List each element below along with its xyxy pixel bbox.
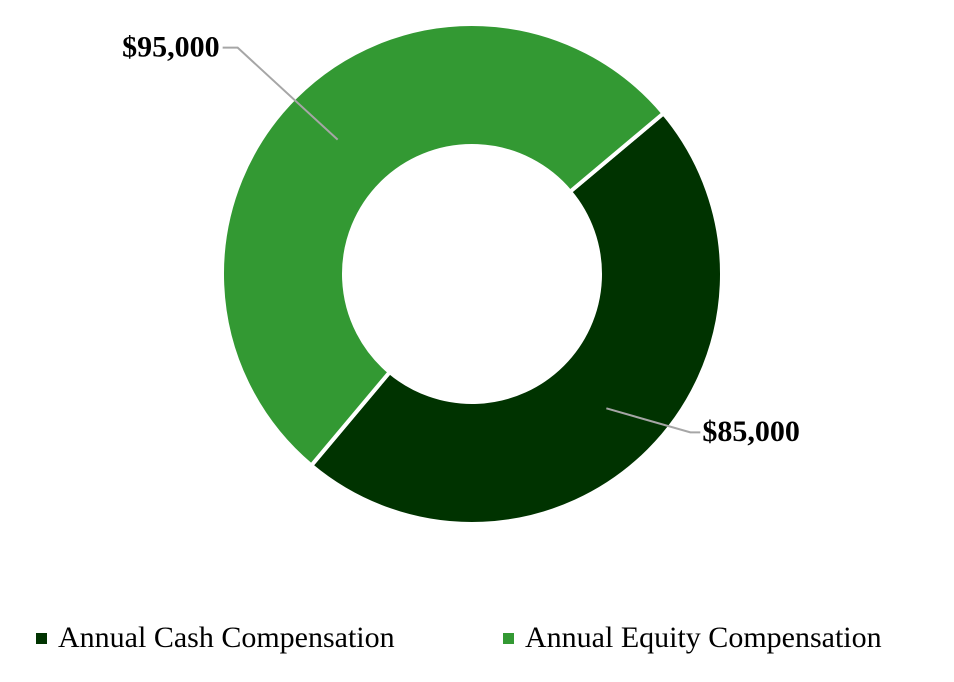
leader-line — [222, 46, 339, 141]
value-label: $95,000 — [122, 31, 220, 64]
leader-line — [606, 407, 701, 434]
legend-swatch — [503, 633, 514, 644]
value-label: $85,000 — [702, 415, 800, 448]
donut-slice — [308, 110, 724, 526]
legend-swatch — [36, 633, 47, 644]
legend-label: Annual Cash Compensation — [58, 621, 395, 654]
legend-label: Annual Equity Compensation — [525, 621, 882, 654]
